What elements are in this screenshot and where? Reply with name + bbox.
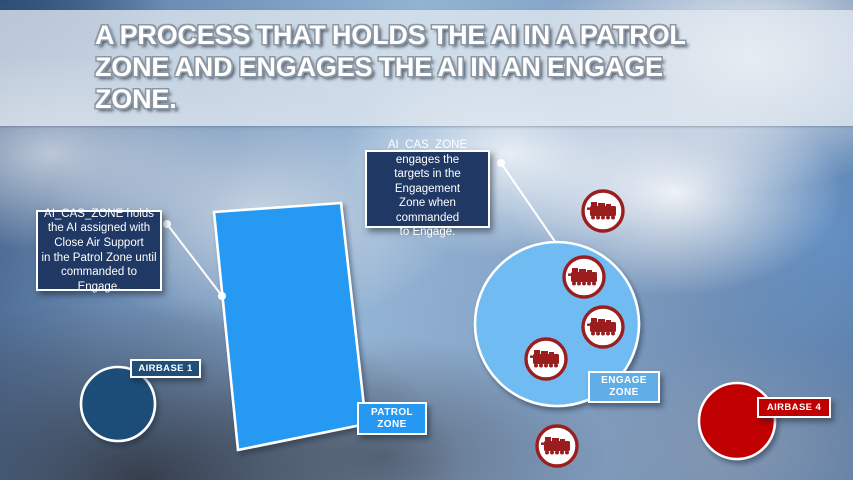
callout-text-line: AI_CAS_ZONE holds [44, 207, 154, 220]
tank-icon [581, 189, 625, 233]
callout-text-line: to Engage. [399, 226, 456, 239]
callout-text-line: Close Air Support [54, 236, 144, 249]
title-line: ZONE. [95, 84, 177, 114]
title-line: A PROCESS THAT HOLDS THE AI IN A PATROL [95, 20, 686, 50]
label-line: ZONE [377, 418, 407, 430]
label-line: AIRBASE 1 [138, 363, 193, 374]
label-line: ZONE [609, 387, 639, 398]
airbase-4-label: AIRBASE 4 [757, 397, 831, 418]
patrol-zone-shape [212, 201, 368, 452]
tank-icon [535, 424, 579, 468]
callout-dot [163, 220, 171, 228]
callout-text-line: Zone when commanded [395, 197, 460, 224]
airbase-4-shape [697, 381, 777, 461]
tank-icon [524, 337, 568, 381]
tank-icon [562, 255, 606, 299]
slide-title: A PROCESS THAT HOLDS THE AI IN A PATROL … [95, 19, 686, 115]
engage-zone-label: ENGAGE ZONE [588, 371, 660, 403]
patrol-zone-label: PATROL ZONE [357, 402, 427, 435]
title-banner [0, 10, 853, 126]
tank-icon [581, 305, 625, 349]
callout-dot [497, 159, 505, 167]
callout-line-patrol [166, 223, 223, 297]
callout-line-engage [500, 162, 557, 244]
label-line: PATROL [370, 406, 414, 418]
callout-text-line: commanded to Engage. [60, 266, 138, 293]
callout-dot [218, 292, 226, 300]
callout-text-line: AI_CAS_ZONE engages the [387, 138, 468, 166]
label-line: AIRBASE 4 [766, 402, 822, 413]
callout-text-line: in the Patrol Zone until [41, 251, 157, 264]
title-line: ZONE AND ENGAGES THE AI IN AN ENGAGE [95, 52, 663, 82]
label-line: ENGAGE [601, 375, 647, 386]
airbase-1-shape [79, 365, 157, 443]
callout-text-line: the AI assigned with [47, 222, 151, 235]
callout-text-line: targets in the Engagement [394, 168, 461, 195]
callout-box-engage: AI_CAS_ZONE engages the targets in the E… [365, 139, 490, 238]
callout-box-patrol-hold: AI_CAS_ZONE holds the AI assigned with C… [36, 207, 162, 293]
airbase-1-label: AIRBASE 1 [130, 359, 201, 378]
